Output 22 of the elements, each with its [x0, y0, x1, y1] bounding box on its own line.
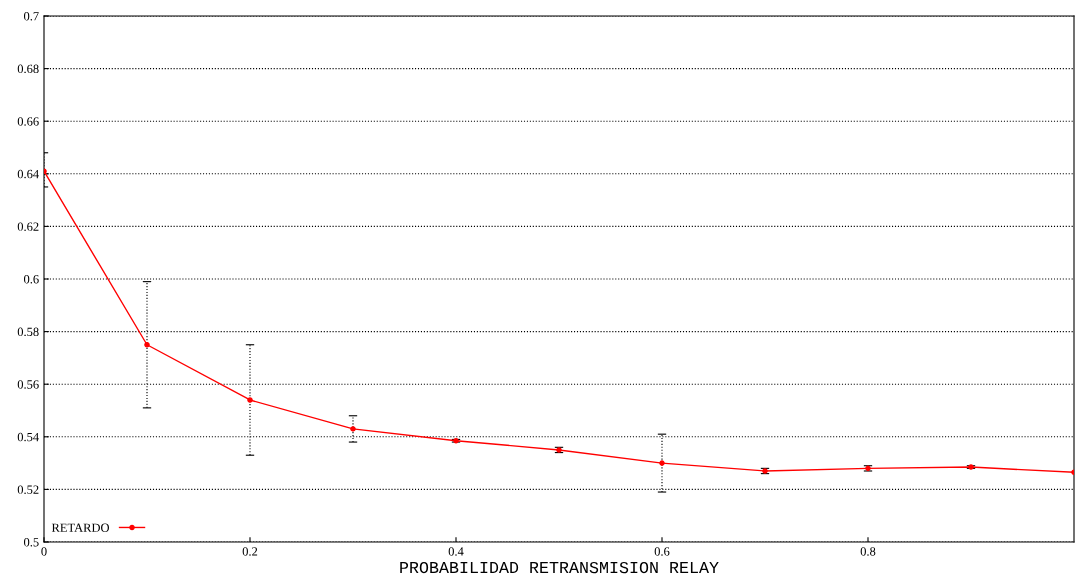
point: [247, 397, 253, 403]
y-tick-label: 0.66: [17, 117, 39, 126]
y-tick-label: 0.64: [17, 169, 39, 179]
x-tick-label: 0.8: [860, 547, 876, 556]
x-axis-title: PROBABILIDAD RETRANSMISION RELAY: [400, 561, 719, 574]
y-tick-label: 0.56: [17, 380, 39, 389]
point: [659, 460, 665, 466]
point: [144, 341, 150, 348]
y-tick-label: 0.58: [17, 327, 39, 337]
y-tick-label: 0.62: [17, 222, 39, 231]
y-tick-label: 0.5: [23, 538, 39, 547]
x-tick-label: 0.2: [242, 547, 258, 556]
x-tick-label: 0.6: [654, 547, 670, 556]
x-tick-label: 0: [41, 547, 47, 556]
y-tick-label: 0.7: [23, 12, 39, 21]
point: [350, 426, 356, 432]
y-tick-label: 0.52: [17, 485, 39, 494]
x-tick-label: 0.4: [448, 547, 464, 556]
y-tick-label: 0.68: [17, 64, 39, 74]
y-tick-label: 0.54: [17, 432, 39, 442]
y-tick-label: 0.6: [23, 275, 39, 284]
legend-label: RETARDO: [51, 523, 110, 532]
